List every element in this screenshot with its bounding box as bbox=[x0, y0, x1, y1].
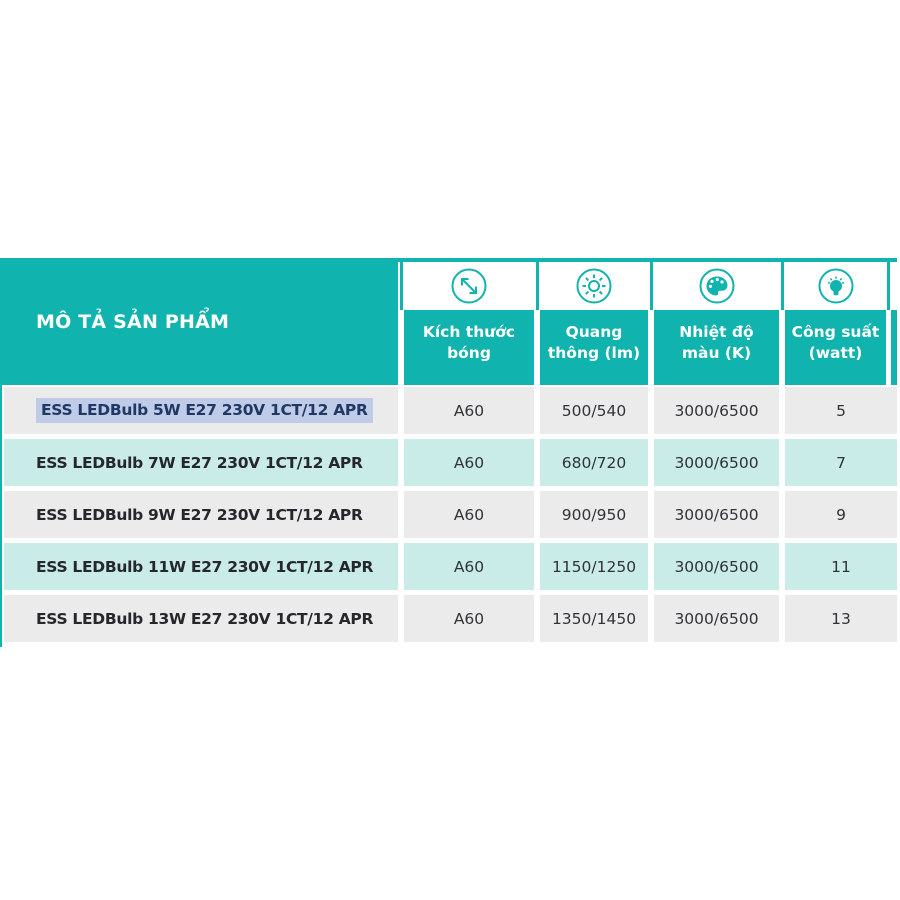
wattage-cell: 11 bbox=[785, 543, 897, 590]
luminous-flux-cell: 500/540 bbox=[540, 387, 648, 434]
column-gutter bbox=[534, 491, 540, 538]
column-gutter bbox=[534, 543, 540, 590]
luminous-flux-cell: 680/720 bbox=[540, 439, 648, 486]
brightness-icon bbox=[574, 266, 614, 306]
column-gutter bbox=[779, 387, 785, 434]
column-divider bbox=[535, 262, 539, 310]
product-description-cell[interactable]: ESS LEDBulb 13W E27 230V 1CT/12 APR bbox=[4, 595, 398, 642]
bulb-size-cell: A60 bbox=[404, 439, 534, 486]
product-spec-table: MÔ TẢ SẢN PHẨM bbox=[0, 258, 897, 647]
wattage-cell: 9 bbox=[785, 491, 897, 538]
column-gutter bbox=[534, 262, 540, 310]
watt-icon-cell bbox=[785, 262, 886, 310]
table-row: ESS LEDBulb 7W E27 230V 1CT/12 APR A60 6… bbox=[0, 439, 897, 486]
product-description-text[interactable]: ESS LEDBulb 13W E27 230V 1CT/12 APR bbox=[36, 609, 374, 628]
column-gutter bbox=[534, 595, 540, 642]
bulb-size-cell: A60 bbox=[404, 491, 534, 538]
column-gutter bbox=[398, 310, 404, 385]
size-icon-cell bbox=[404, 262, 534, 310]
column-gutter bbox=[398, 387, 404, 434]
column-gutter bbox=[398, 439, 404, 486]
column-gutter bbox=[398, 491, 404, 538]
luminous-flux-cell: 1150/1250 bbox=[540, 543, 648, 590]
table-row: ESS LEDBulb 9W E27 230V 1CT/12 APR A60 9… bbox=[0, 491, 897, 538]
dimensions-icon bbox=[449, 266, 489, 306]
color-temperature-cell: 3000/6500 bbox=[654, 387, 779, 434]
bulb-icon bbox=[816, 266, 856, 306]
color-temperature-cell: 3000/6500 bbox=[654, 439, 779, 486]
column-gutter bbox=[648, 543, 654, 590]
column-gutter bbox=[779, 262, 785, 310]
header-top-border bbox=[398, 258, 897, 262]
color-temperature-cell: 3000/6500 bbox=[654, 543, 779, 590]
column-gutter bbox=[534, 439, 540, 486]
column-divider bbox=[780, 262, 784, 310]
color-temperature-cell: 3000/6500 bbox=[654, 595, 779, 642]
column-gutter bbox=[398, 262, 404, 310]
luminous-flux-cell: 1350/1450 bbox=[540, 595, 648, 642]
column-header-luminous-flux: Quang thông (lm) bbox=[540, 310, 648, 385]
product-description-text[interactable]: ESS LEDBulb 9W E27 230V 1CT/12 APR bbox=[36, 505, 363, 524]
column-gutter bbox=[779, 439, 785, 486]
column-gutter bbox=[398, 543, 404, 590]
column-gutter bbox=[648, 491, 654, 538]
luminous-flux-cell: 900/950 bbox=[540, 491, 648, 538]
flux-icon-cell bbox=[540, 262, 648, 310]
column-gutter bbox=[886, 262, 891, 310]
product-description-cell[interactable]: ESS LEDBulb 7W E27 230V 1CT/12 APR bbox=[4, 439, 398, 486]
wattage-cell: 7 bbox=[785, 439, 897, 486]
data-columns-header: Kích thước bóng Quang thông (lm) Nhiệt đ… bbox=[398, 258, 897, 385]
column-header-color-temperature: Nhiệt độ màu (K) bbox=[654, 310, 779, 385]
product-description-cell[interactable]: ESS LEDBulb 5W E27 230V 1CT/12 APR bbox=[4, 387, 398, 434]
column-divider bbox=[649, 262, 653, 310]
column-gutter bbox=[534, 387, 540, 434]
column-gutter bbox=[886, 310, 891, 385]
color-temp-icon-cell bbox=[654, 262, 779, 310]
table-header: MÔ TẢ SẢN PHẨM bbox=[0, 258, 897, 385]
description-header-cell: MÔ TẢ SẢN PHẨM bbox=[0, 258, 398, 385]
column-gutter bbox=[648, 439, 654, 486]
product-description-cell[interactable]: ESS LEDBulb 11W E27 230V 1CT/12 APR bbox=[4, 543, 398, 590]
column-gutter bbox=[648, 387, 654, 434]
column-gutter bbox=[648, 595, 654, 642]
table-row: ESS LEDBulb 5W E27 230V 1CT/12 APR A60 5… bbox=[0, 387, 897, 434]
bulb-size-cell: A60 bbox=[404, 543, 534, 590]
column-divider bbox=[399, 262, 403, 310]
palette-icon bbox=[697, 266, 737, 306]
column-gutter bbox=[779, 491, 785, 538]
table-title: MÔ TẢ SẢN PHẨM bbox=[36, 310, 230, 333]
column-gutter bbox=[648, 310, 654, 385]
wattage-cell: 13 bbox=[785, 595, 897, 642]
column-header-wattage: Công suất (watt) bbox=[785, 310, 886, 385]
bulb-size-cell: A60 bbox=[404, 387, 534, 434]
column-gutter bbox=[648, 262, 654, 310]
column-gutter bbox=[779, 543, 785, 590]
column-gutter bbox=[779, 595, 785, 642]
product-description-text[interactable]: ESS LEDBulb 11W E27 230V 1CT/12 APR bbox=[36, 557, 374, 576]
column-gutter bbox=[398, 595, 404, 642]
table-left-border bbox=[0, 385, 2, 647]
color-temperature-cell: 3000/6500 bbox=[654, 491, 779, 538]
column-gutter bbox=[534, 310, 540, 385]
table-body: ESS LEDBulb 5W E27 230V 1CT/12 APR A60 5… bbox=[0, 387, 897, 642]
column-gutter bbox=[779, 310, 785, 385]
bulb-size-cell: A60 bbox=[404, 595, 534, 642]
wattage-cell: 5 bbox=[785, 387, 897, 434]
edge-cell bbox=[891, 310, 897, 385]
product-description-text[interactable]: ESS LEDBulb 7W E27 230V 1CT/12 APR bbox=[36, 453, 363, 472]
column-divider bbox=[887, 262, 890, 310]
column-header-bulb-size: Kích thước bóng bbox=[404, 310, 534, 385]
table-row: ESS LEDBulb 13W E27 230V 1CT/12 APR A60 … bbox=[0, 595, 897, 642]
edge-cell bbox=[891, 262, 897, 310]
column-label-row: Kích thước bóng Quang thông (lm) Nhiệt đ… bbox=[398, 310, 897, 385]
table-row: ESS LEDBulb 11W E27 230V 1CT/12 APR A60 … bbox=[0, 543, 897, 590]
column-icon-row bbox=[398, 262, 897, 310]
product-description-text[interactable]: ESS LEDBulb 5W E27 230V 1CT/12 APR bbox=[36, 398, 373, 423]
product-description-cell[interactable]: ESS LEDBulb 9W E27 230V 1CT/12 APR bbox=[4, 491, 398, 538]
